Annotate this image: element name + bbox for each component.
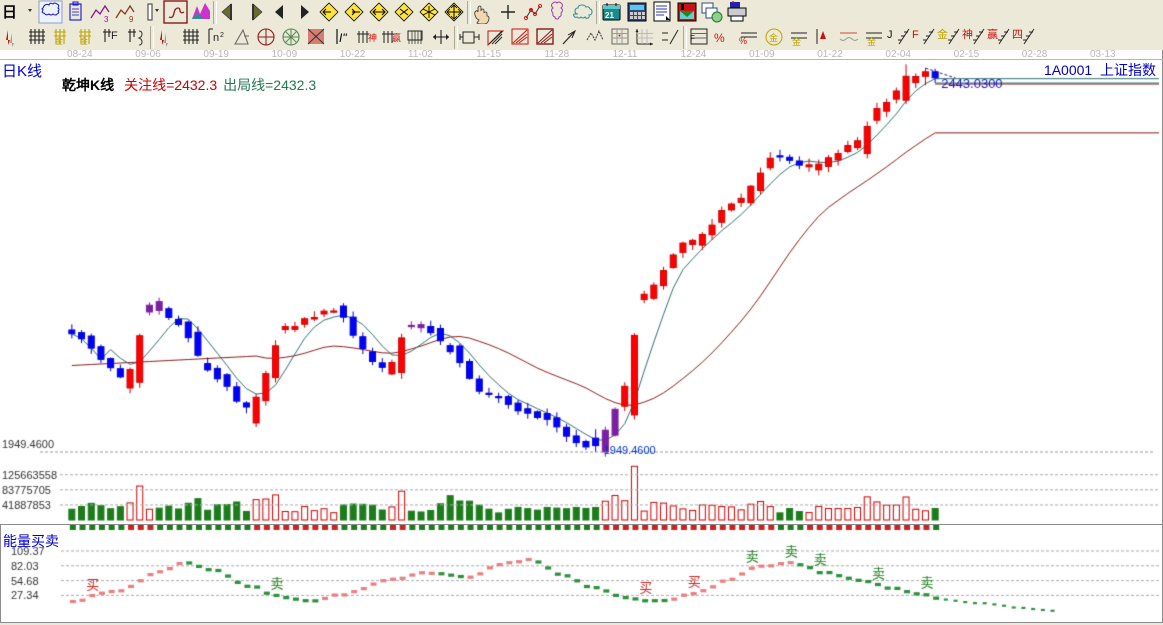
svg-text:F: F xyxy=(690,34,695,43)
svg-text:I": I" xyxy=(339,31,347,45)
svg-text:日: 日 xyxy=(2,4,17,21)
svg-text:n: n xyxy=(213,32,219,44)
svg-text:9: 9 xyxy=(129,15,134,24)
svg-text:神: 神 xyxy=(368,32,377,43)
svg-text:%: % xyxy=(714,31,725,45)
svg-text:金: 金 xyxy=(769,32,778,43)
svg-text:赢: 赢 xyxy=(987,27,998,41)
svg-text:3: 3 xyxy=(104,15,109,24)
svg-text:金: 金 xyxy=(55,36,63,46)
svg-text:F: F xyxy=(111,30,118,42)
svg-text:金: 金 xyxy=(867,36,876,47)
svg-text:21: 21 xyxy=(605,11,614,20)
svg-text:F: F xyxy=(912,29,919,41)
svg-text:赢: 赢 xyxy=(392,32,401,43)
svg-text:2: 2 xyxy=(220,32,224,39)
svg-text:J: J xyxy=(887,29,893,41)
svg-text:神: 神 xyxy=(962,27,973,41)
svg-text:金: 金 xyxy=(937,27,948,41)
svg-text:四: 四 xyxy=(1012,29,1023,41)
svg-text:金: 金 xyxy=(792,36,801,47)
svg-text:%: % xyxy=(739,36,747,46)
svg-text:金: 金 xyxy=(80,36,88,46)
